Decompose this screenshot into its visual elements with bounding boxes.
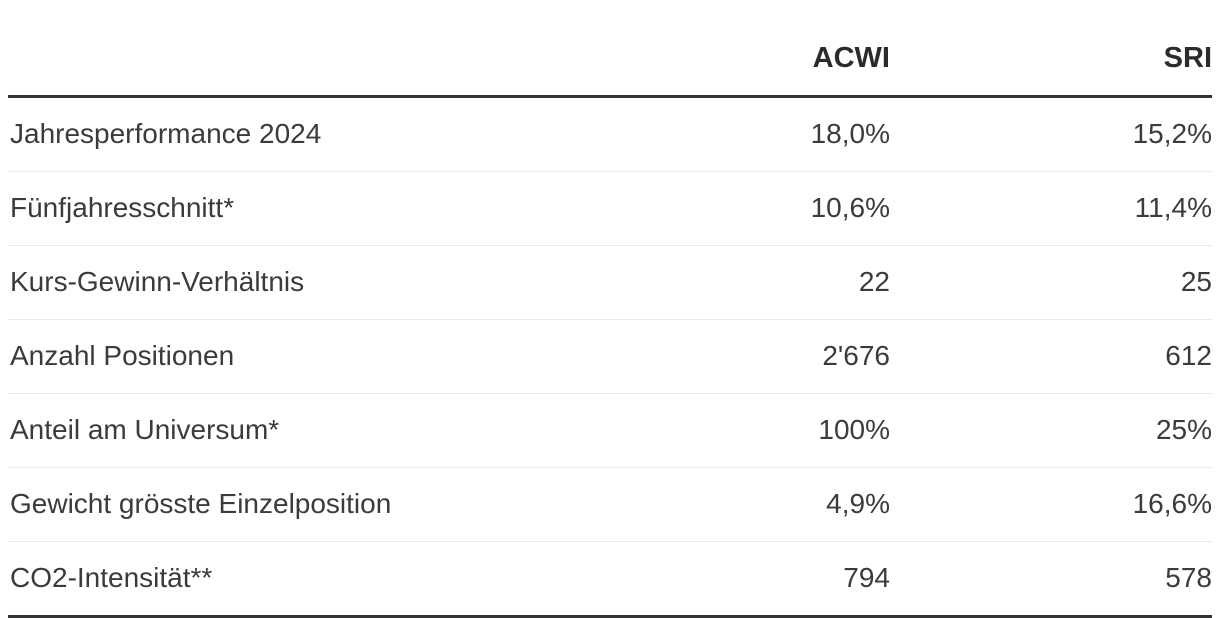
table-row: Jahresperformance 2024 18,0% 15,2%: [8, 96, 1212, 172]
sri-value: 16,6%: [890, 467, 1212, 542]
column-header-sri: SRI: [890, 0, 1212, 98]
row-label: Jahresperformance 2024: [8, 96, 508, 172]
table-row: Anteil am Universum* 100% 25%: [8, 393, 1212, 468]
sri-value: 612: [890, 319, 1212, 394]
acwi-value: 794: [508, 541, 890, 618]
acwi-value: 100%: [508, 393, 890, 468]
table-row: Gewicht grösste Einzelposition 4,9% 16,6…: [8, 467, 1212, 542]
acwi-value: 2'676: [508, 319, 890, 394]
table-row: CO2-Intensität** 794 578: [8, 541, 1212, 618]
table-row: Kurs-Gewinn-Verhältnis 22 25: [8, 245, 1212, 320]
row-label: Fünfjahresschnitt*: [8, 171, 508, 246]
sri-value: 25: [890, 245, 1212, 320]
table-row: Fünfjahresschnitt* 10,6% 11,4%: [8, 171, 1212, 246]
column-header-acwi: ACWI: [508, 0, 890, 98]
acwi-value: 4,9%: [508, 467, 890, 542]
sri-value: 15,2%: [890, 96, 1212, 172]
acwi-value: 10,6%: [508, 171, 890, 246]
row-label: Kurs-Gewinn-Verhältnis: [8, 245, 508, 320]
header-empty-cell: [8, 0, 508, 98]
table-body: Jahresperformance 2024 18,0% 15,2% Fünfj…: [8, 96, 1212, 618]
table-header: ACWI SRI: [8, 0, 1212, 98]
sri-value: 11,4%: [890, 171, 1212, 246]
sri-value: 25%: [890, 393, 1212, 468]
table-row: Anzahl Positionen 2'676 612: [8, 319, 1212, 394]
row-label: Gewicht grösste Einzelposition: [8, 467, 508, 542]
sri-value: 578: [890, 541, 1212, 618]
header-row: ACWI SRI: [8, 0, 1212, 98]
comparison-table: ACWI SRI Jahresperformance 2024 18,0% 15…: [8, 0, 1212, 618]
acwi-value: 22: [508, 245, 890, 320]
row-label: Anteil am Universum*: [8, 393, 508, 468]
row-label: Anzahl Positionen: [8, 319, 508, 394]
row-label: CO2-Intensität**: [8, 541, 508, 618]
acwi-value: 18,0%: [508, 96, 890, 172]
